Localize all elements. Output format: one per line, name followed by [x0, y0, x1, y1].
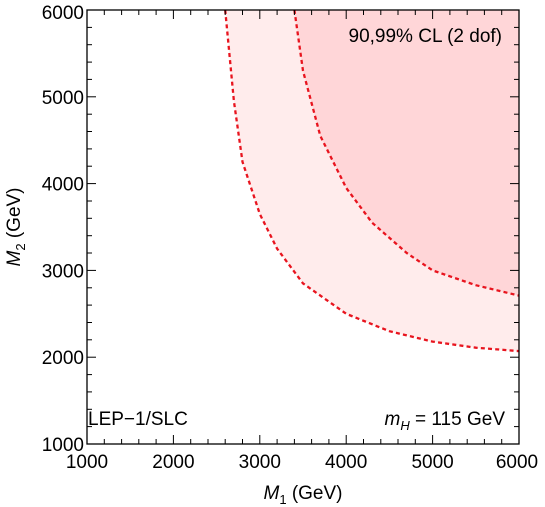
y-tick-label: 2000: [42, 348, 84, 369]
y-tick-label: 4000: [42, 175, 84, 196]
y-tick-label: 6000: [42, 3, 84, 24]
plot-frame: [86, 9, 520, 445]
y-axis-title: M2 (GeV): [4, 187, 28, 266]
contour-curves: [224, 9, 520, 353]
cl-annotation: 90,99% CL (2 dof): [349, 26, 503, 47]
x-tick-label: 6000: [496, 452, 538, 473]
confidence-region-fills: [225, 10, 519, 352]
axis-ticks: [86, 9, 520, 445]
y-tick-label: 1000: [42, 435, 84, 456]
higgs-mass-sub: H: [400, 418, 410, 433]
x-tick-label: 4000: [325, 452, 367, 473]
x-axis-title: M1 (GeV): [263, 483, 342, 507]
y-tick-labels: 1000 2000 3000 4000 5000 6000: [42, 3, 84, 456]
x-tick-label: 3000: [239, 452, 281, 473]
y-tick-label: 5000: [42, 88, 84, 109]
x-tick-labels: 1000 2000 3000 4000 5000 6000: [66, 452, 538, 473]
y-axis-sub: 2: [13, 243, 28, 250]
y-axis-unit: (GeV): [4, 187, 25, 243]
experiment-annotation: LEP−1/SLC: [88, 409, 188, 430]
y-tick-label: 3000: [42, 261, 84, 282]
x-tick-label: 1000: [66, 452, 108, 473]
higgs-mass-var: m: [385, 409, 401, 430]
x-tick-label: 5000: [411, 452, 453, 473]
higgs-mass-annotation: mH = 115 GeV: [385, 409, 506, 433]
x-tick-label: 2000: [152, 452, 194, 473]
region-fill-2: [294, 10, 519, 296]
x-axis-sub: 1: [279, 492, 286, 507]
y-axis-var: M: [4, 251, 25, 267]
x-axis-var: M: [263, 483, 279, 504]
x-axis-unit: (GeV): [287, 483, 343, 504]
contour-line-1: [224, 9, 520, 353]
higgs-mass-value: = 115 GeV: [410, 409, 506, 430]
